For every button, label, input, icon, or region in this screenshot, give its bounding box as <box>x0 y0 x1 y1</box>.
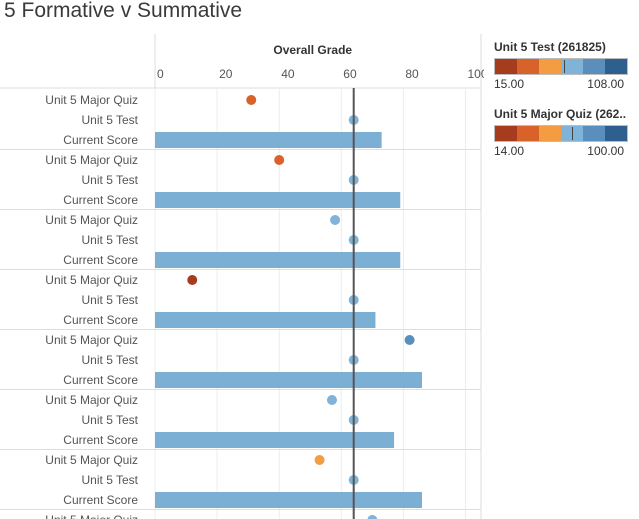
chart-svg: Overall Grade 0 20 40 60 80 100 Unit 5 Major Qu… <box>0 34 484 519</box>
legend-unit5-test: Unit 5 Test (261825) 15.00 108.00 <box>494 40 634 91</box>
legend-color-swatch <box>605 126 627 141</box>
legend-unit5-major-quiz: Unit 5 Major Quiz (262.. 14.00 100.00 <box>494 107 634 158</box>
x-tick-label: 60 <box>343 67 357 81</box>
chart-area: Overall Grade 0 20 40 60 80 100 Unit 5 Major Qu… <box>0 34 484 519</box>
legend-color-swatch <box>583 126 605 141</box>
row-label: Unit 5 Major Quiz <box>45 513 138 519</box>
row-label: Unit 5 Major Quiz <box>45 93 138 107</box>
legend-color-swatch <box>583 59 605 74</box>
row-label: Unit 5 Test <box>82 233 139 247</box>
unit5-major-quiz-dot <box>246 95 257 105</box>
row-label: Unit 5 Test <box>82 113 139 127</box>
current-score-bar <box>155 132 382 148</box>
legend-max: 108.00 <box>587 77 624 91</box>
current-score-bar <box>155 432 395 448</box>
row-label: Unit 5 Major Quiz <box>45 333 138 347</box>
current-score-bar <box>155 252 401 268</box>
x-tick-label: 100 <box>467 67 484 81</box>
legend-reference-marker <box>563 60 565 73</box>
legend-color-swatch <box>517 59 539 74</box>
row-label: Unit 5 Test <box>82 353 139 367</box>
current-score-bar <box>155 312 376 328</box>
legend-min: 14.00 <box>494 144 525 158</box>
row-label: Current Score <box>63 313 138 327</box>
unit5-major-quiz-dot <box>187 275 198 285</box>
row-label: Unit 5 Major Quiz <box>45 393 138 407</box>
current-score-bar <box>155 492 423 508</box>
legend-title: Unit 5 Major Quiz (262.. <box>494 107 627 121</box>
legend-color-swatch <box>495 126 517 141</box>
row-label: Current Score <box>63 253 138 267</box>
unit5-major-quiz-dot <box>404 335 415 345</box>
row-label: Unit 5 Test <box>82 473 139 487</box>
row-label: Unit 5 Test <box>82 173 139 187</box>
unit5-major-quiz-dot <box>330 215 341 225</box>
row-label: Unit 5 Major Quiz <box>45 213 138 227</box>
legend-title: Unit 5 Test (261825) <box>494 40 606 54</box>
row-label: Current Score <box>63 193 138 207</box>
legend-color-swatch <box>561 59 583 74</box>
row-label: Unit 5 Major Quiz <box>45 153 138 167</box>
unit5-major-quiz-dot <box>274 155 285 165</box>
current-score-bar <box>155 192 401 208</box>
row-label: Current Score <box>63 433 138 447</box>
x-tick-label: 0 <box>157 67 164 81</box>
row-label: Unit 5 Major Quiz <box>45 273 138 287</box>
row-label: Current Score <box>63 493 138 507</box>
legend-color-swatch <box>539 59 561 74</box>
x-tick-label: 40 <box>281 67 295 81</box>
row-label: Unit 5 Test <box>82 293 139 307</box>
legend-color-ramp <box>494 58 628 75</box>
legend-reference-marker <box>571 127 573 140</box>
row-label: Unit 5 Test <box>82 413 139 427</box>
row-label: Current Score <box>63 373 138 387</box>
legend-color-ramp <box>494 125 628 142</box>
legend-color-swatch <box>605 59 627 74</box>
x-axis-label: Overall Grade <box>273 43 352 57</box>
row-label: Current Score <box>63 133 138 147</box>
row-label: Unit 5 Major Quiz <box>45 453 138 467</box>
unit5-major-quiz-dot <box>326 395 337 405</box>
unit5-major-quiz-dot <box>367 515 378 519</box>
legend-color-swatch <box>517 126 539 141</box>
legend-color-swatch <box>539 126 561 141</box>
legend-min: 15.00 <box>494 77 525 91</box>
page-title: 5 Formative v Summative <box>4 0 243 22</box>
current-score-bar <box>155 372 423 388</box>
x-tick-label: 20 <box>219 67 233 81</box>
x-tick-label: 80 <box>405 67 419 81</box>
unit5-major-quiz-dot <box>314 455 325 465</box>
legend-max: 100.00 <box>587 144 624 158</box>
legend-color-swatch <box>495 59 517 74</box>
